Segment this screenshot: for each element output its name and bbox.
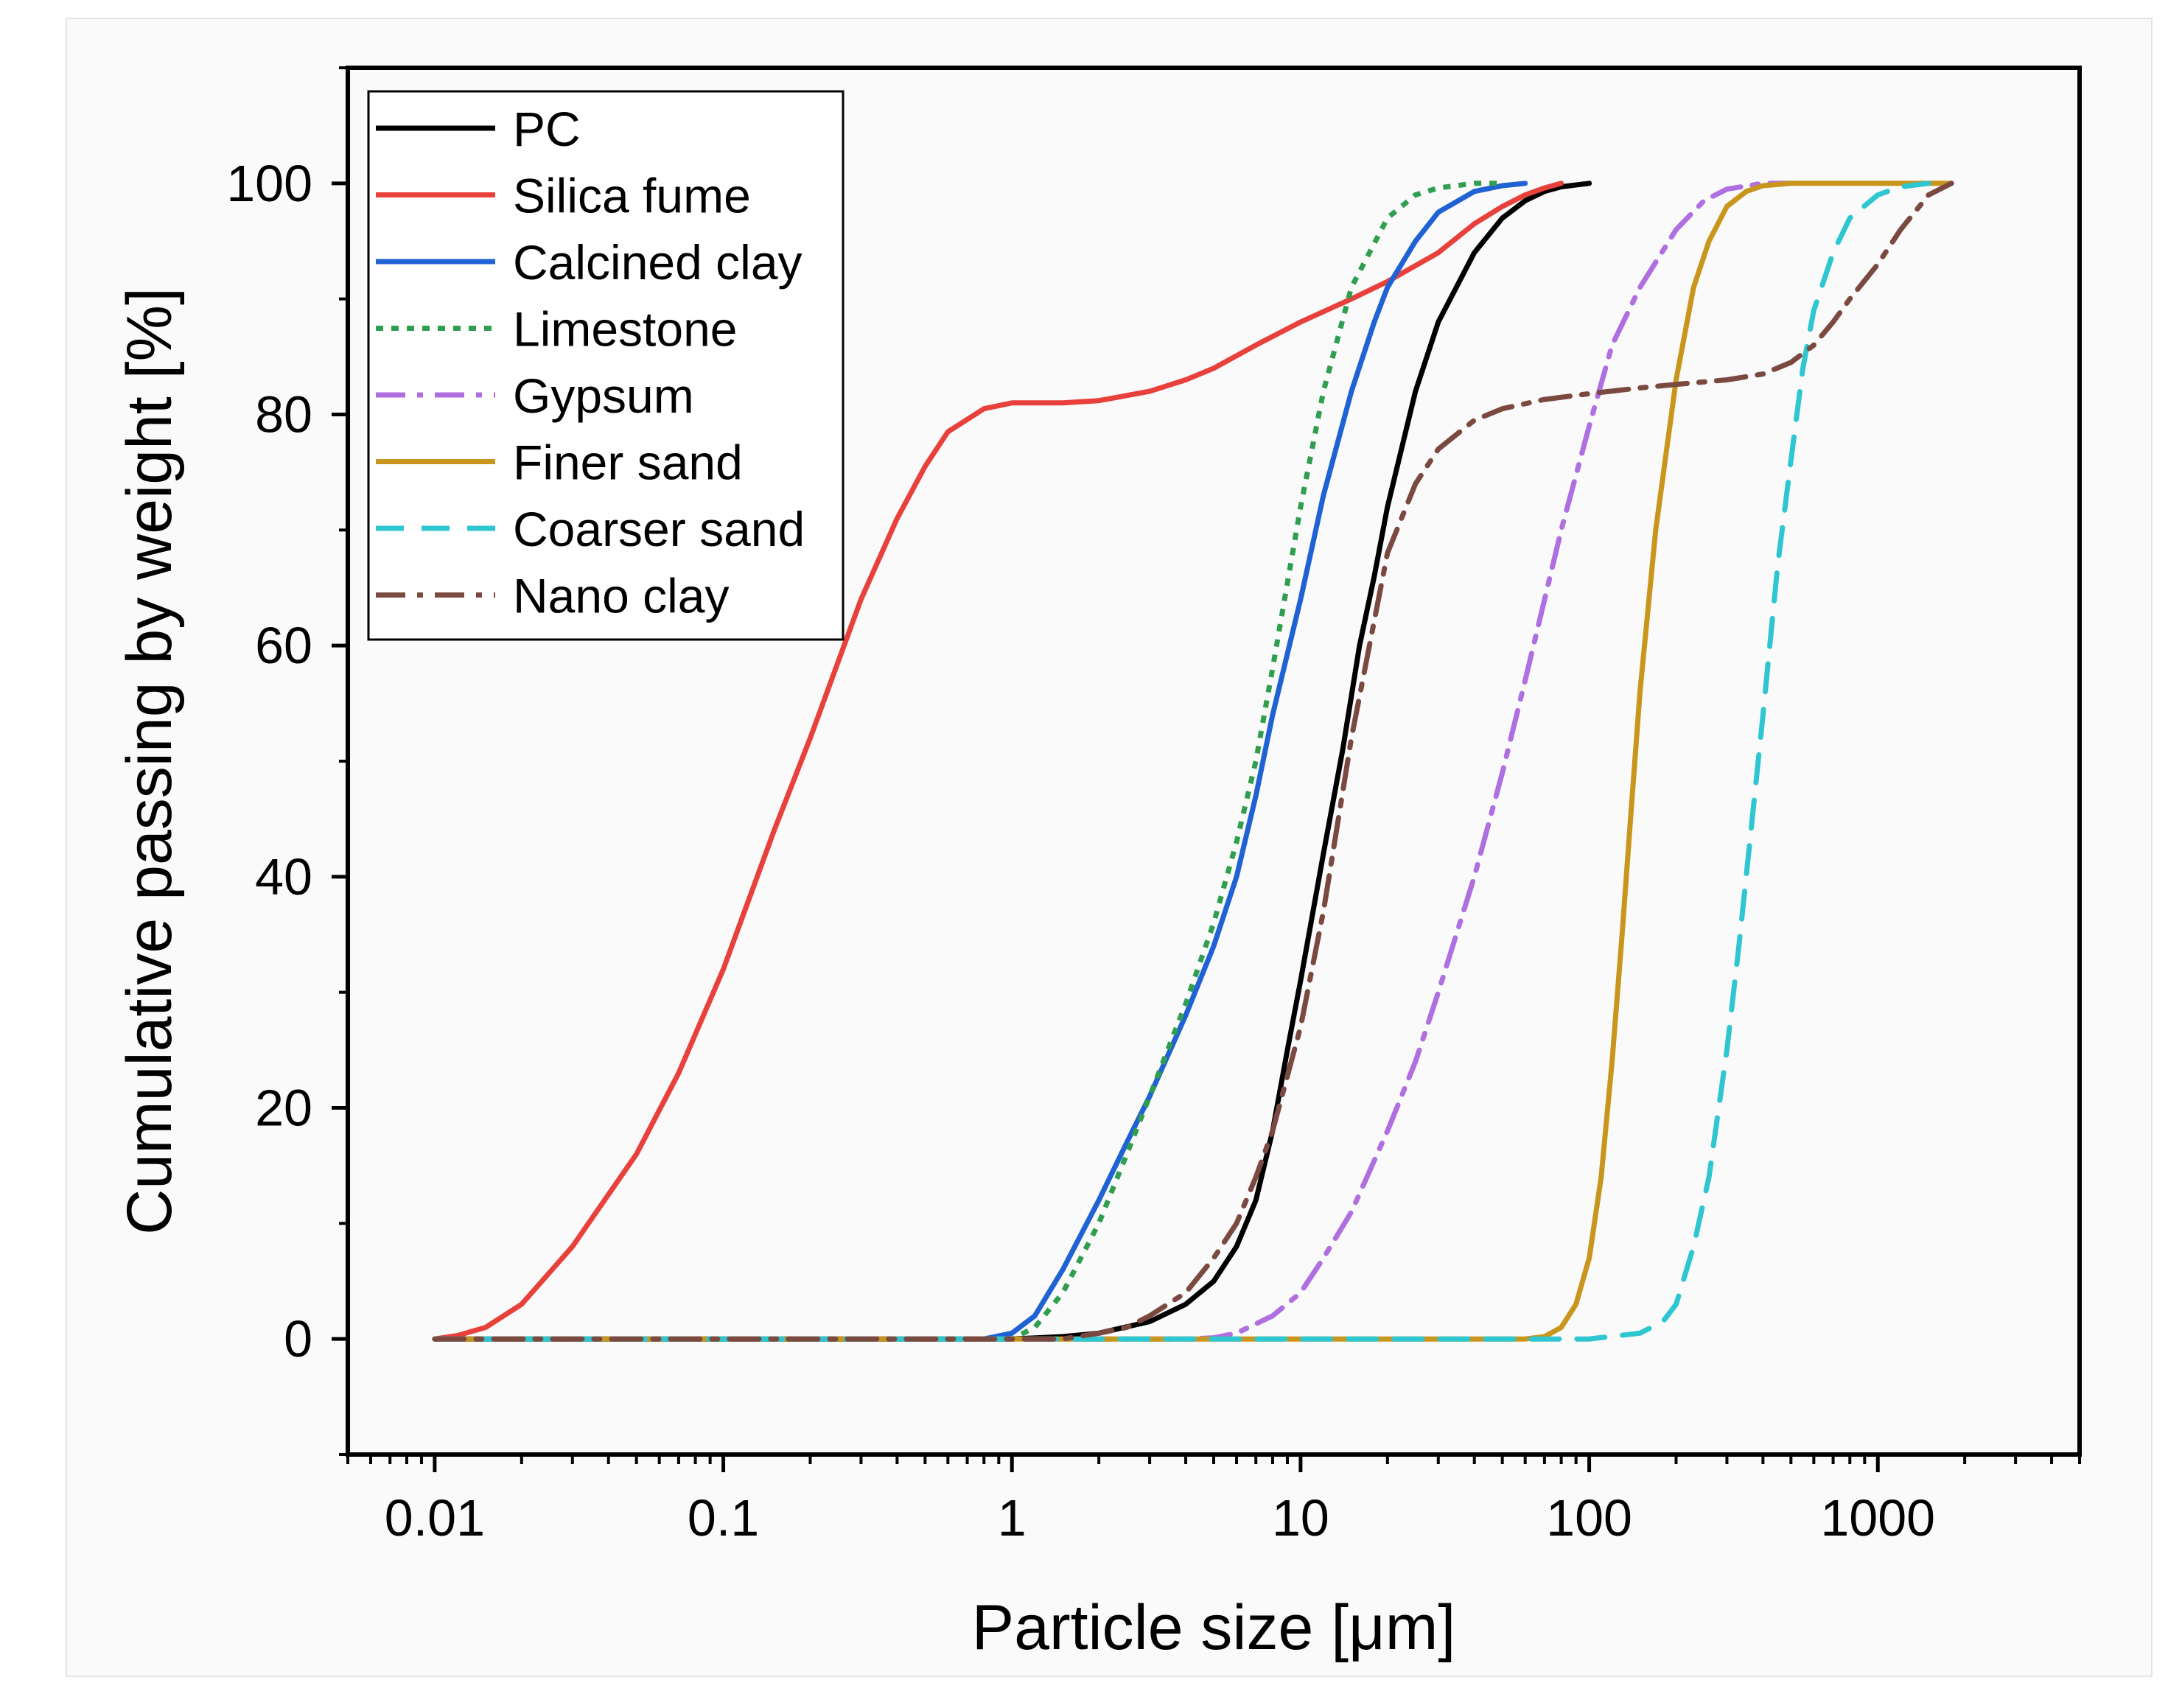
- y-tick-label: 80: [255, 386, 312, 444]
- series-line-coarser-sand: [432, 181, 1931, 1342]
- x-axis-title: Particle size [μm]: [972, 1592, 1455, 1663]
- series-line-nano-clay: [432, 181, 1954, 1342]
- legend-label-gypsum: Gypsum: [513, 368, 694, 423]
- figure-border: [66, 18, 2153, 1677]
- y-tick-label: 20: [255, 1079, 312, 1137]
- legend-box: [367, 90, 845, 641]
- y-tick-label: 60: [255, 617, 312, 674]
- legend-label-coarser-sand: Coarser sand: [513, 502, 805, 556]
- series-line-calcined-clay: [432, 181, 1528, 1342]
- legend: PC Silica fume Calcined clay Limestone Gypsu…: [367, 90, 845, 641]
- y-tick-label: 40: [255, 848, 312, 906]
- legend-label-calcined-clay: Calcined clay: [513, 235, 802, 290]
- x-tick-label: 1000: [1820, 1489, 1935, 1547]
- y-axis-title: Cumulative passing by weight [%]: [114, 287, 185, 1235]
- axis-layer: 0 20 40 60 80 100 0.01 0.1 1 10 100 1000: [226, 66, 2082, 1547]
- series-line-gypsum: [432, 181, 1794, 1342]
- series-line-finer-sand: [432, 181, 1954, 1342]
- legend-label-pc: PC: [513, 102, 581, 156]
- x-tick-label: 0.01: [385, 1489, 485, 1547]
- x-tick-label: 0.1: [688, 1489, 759, 1547]
- legend-label-nano-clay: Nano clay: [513, 569, 730, 623]
- x-tick-label: 10: [1272, 1489, 1329, 1547]
- series-line-silica-fume: [432, 181, 1564, 1342]
- x-tick-label: 1: [998, 1489, 1027, 1547]
- y-tick-label: 0: [284, 1310, 312, 1368]
- legend-label-finer-sand: Finer sand: [513, 435, 743, 490]
- legend-label-silica-fume: Silica fume: [513, 169, 751, 223]
- series-line-pc: [432, 181, 1592, 1342]
- legend-label-limestone: Limestone: [513, 302, 738, 357]
- plot-layer: [432, 181, 1954, 1342]
- y-tick-label: 100: [226, 155, 312, 212]
- x-tick-label: 100: [1546, 1489, 1632, 1547]
